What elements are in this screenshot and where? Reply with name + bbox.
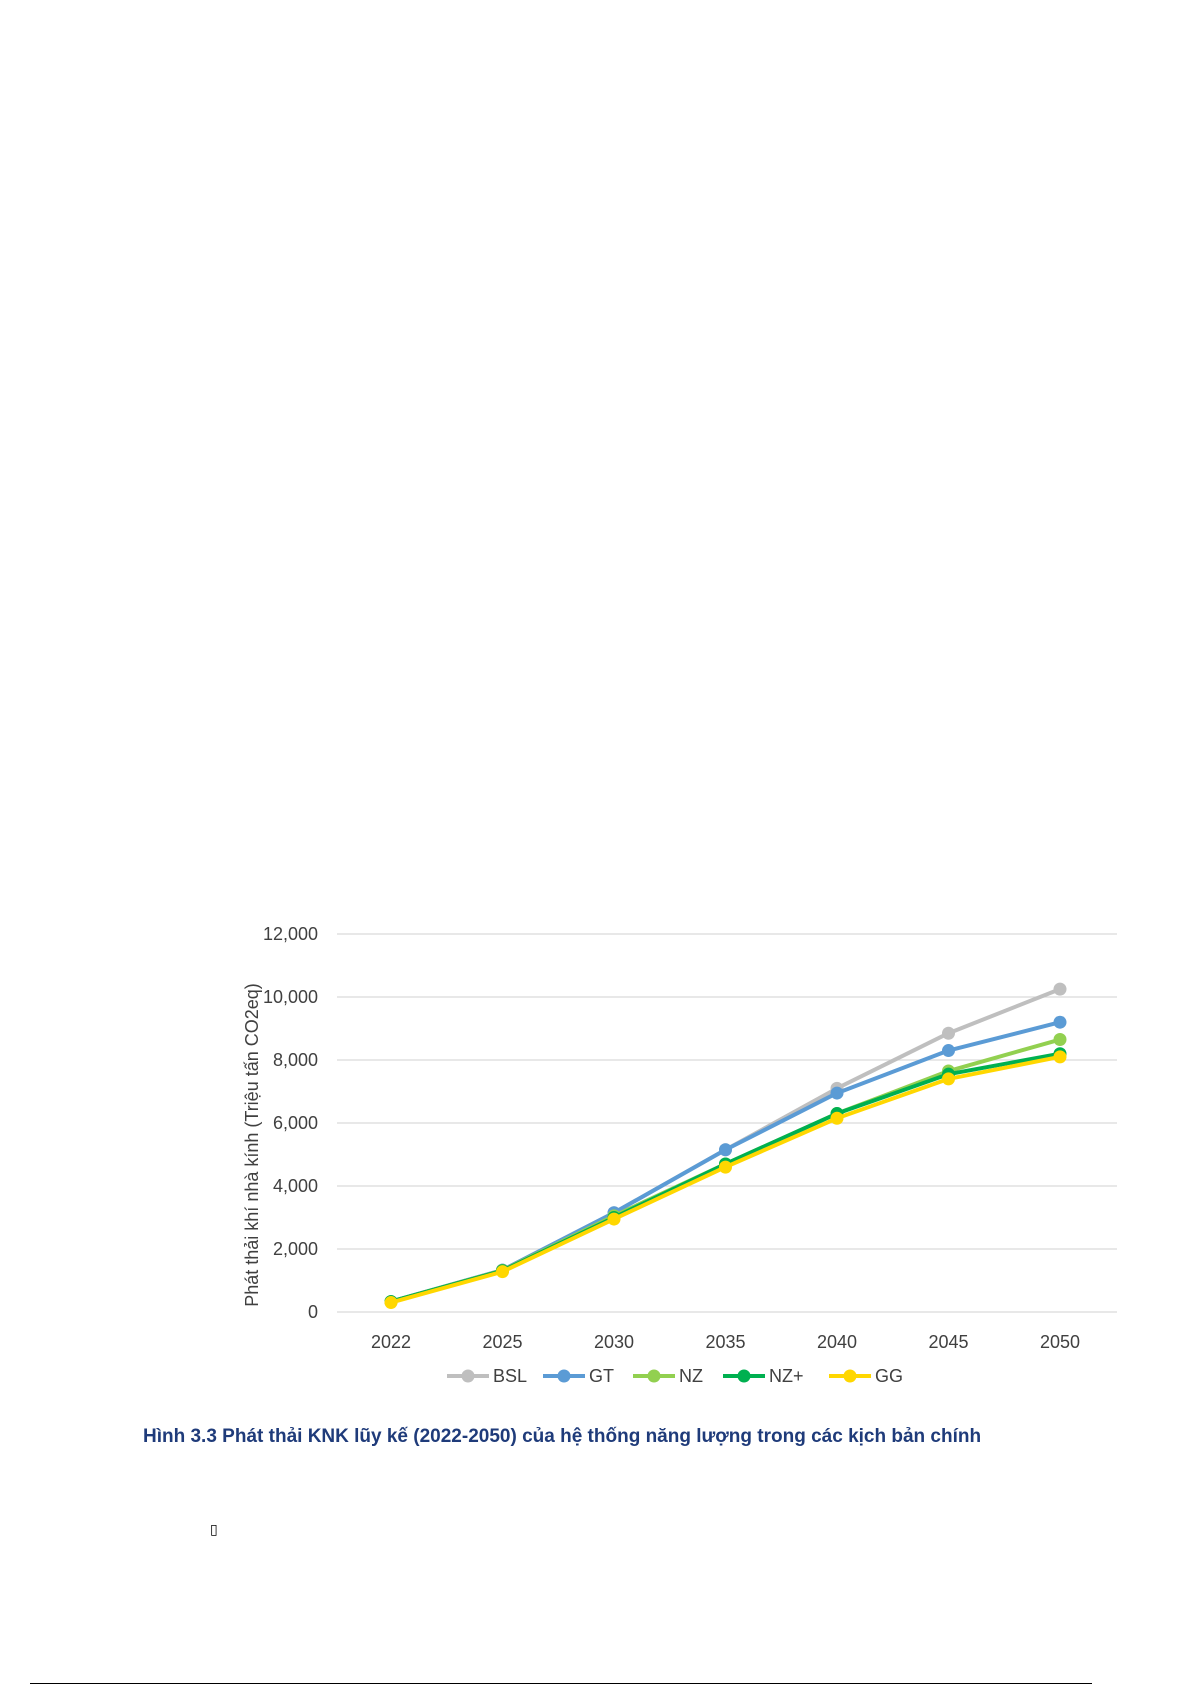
legend-swatch-marker	[557, 1369, 571, 1383]
y-axis-label: Phát thải khí nhà kính (Triệu tấn CO2eq)	[242, 983, 262, 1307]
series-lines	[384, 982, 1067, 1310]
legend-label: GG	[875, 1366, 903, 1386]
data-point	[607, 1212, 621, 1226]
data-point	[719, 1160, 732, 1174]
data-point	[942, 1072, 955, 1086]
figure-caption: Hình 3.3 Phát thải KNK lũy kế (2022-2050…	[143, 1426, 982, 1447]
x-tick-label: 2025	[482, 1332, 522, 1352]
legend: BSL GT NZ NZ+ GG	[447, 1366, 903, 1386]
y-tick-label: 0	[308, 1302, 318, 1322]
legend-label: BSL	[493, 1366, 527, 1386]
legend-entry: NZ	[633, 1366, 703, 1386]
data-point	[384, 1296, 398, 1310]
data-point	[1053, 1050, 1067, 1064]
data-point	[719, 1143, 732, 1157]
data-point	[830, 1086, 844, 1100]
footer-rule	[30, 1683, 1092, 1684]
y-tick-label: 12,000	[263, 924, 318, 944]
legend-swatch-marker	[461, 1369, 475, 1383]
legend-entry: GT	[543, 1366, 614, 1386]
x-tick-label: 2030	[594, 1332, 634, 1352]
series-line	[389, 1051, 1062, 1304]
data-point	[496, 1265, 509, 1279]
legend-swatch-marker	[737, 1369, 751, 1383]
data-point	[1053, 1033, 1067, 1047]
x-tick-label: 2022	[371, 1332, 411, 1352]
series-gg	[384, 1050, 1067, 1310]
series-line	[389, 1054, 1062, 1305]
legend-label: NZ	[679, 1366, 703, 1386]
data-point	[1053, 982, 1067, 996]
data-point	[942, 1026, 955, 1040]
stray-glyph: ▯	[210, 1522, 218, 1538]
y-tick-label: 2,000	[273, 1239, 318, 1259]
data-point	[1053, 1015, 1067, 1029]
y-tick-label: 6,000	[273, 1113, 318, 1133]
legend-entry: BSL	[447, 1366, 527, 1386]
y-tick-label: 4,000	[273, 1176, 318, 1196]
legend-swatch-marker	[647, 1369, 661, 1383]
x-tick-label: 2045	[928, 1332, 968, 1352]
y-tick-label: 10,000	[263, 987, 318, 1007]
y-axis-ticks: 0 2,000 4,000 6,000 8,000 10,000 12,000	[263, 924, 318, 1322]
data-point	[942, 1044, 955, 1058]
x-axis-ticks: 2022 2025 2030 2035 2040 2045 2050	[371, 1332, 1080, 1352]
legend-entry: NZ+	[723, 1366, 804, 1386]
legend-label: NZ+	[769, 1366, 804, 1386]
x-tick-label: 2040	[817, 1332, 857, 1352]
data-point	[830, 1111, 844, 1125]
legend-entry: GG	[829, 1366, 903, 1386]
y-tick-label: 8,000	[273, 1050, 318, 1070]
series-nz-plus	[384, 1047, 1067, 1309]
x-tick-label: 2035	[705, 1332, 745, 1352]
gridlines	[337, 933, 1117, 1313]
legend-swatch-marker	[843, 1369, 857, 1383]
x-tick-label: 2050	[1040, 1332, 1080, 1352]
legend-label: GT	[589, 1366, 614, 1386]
